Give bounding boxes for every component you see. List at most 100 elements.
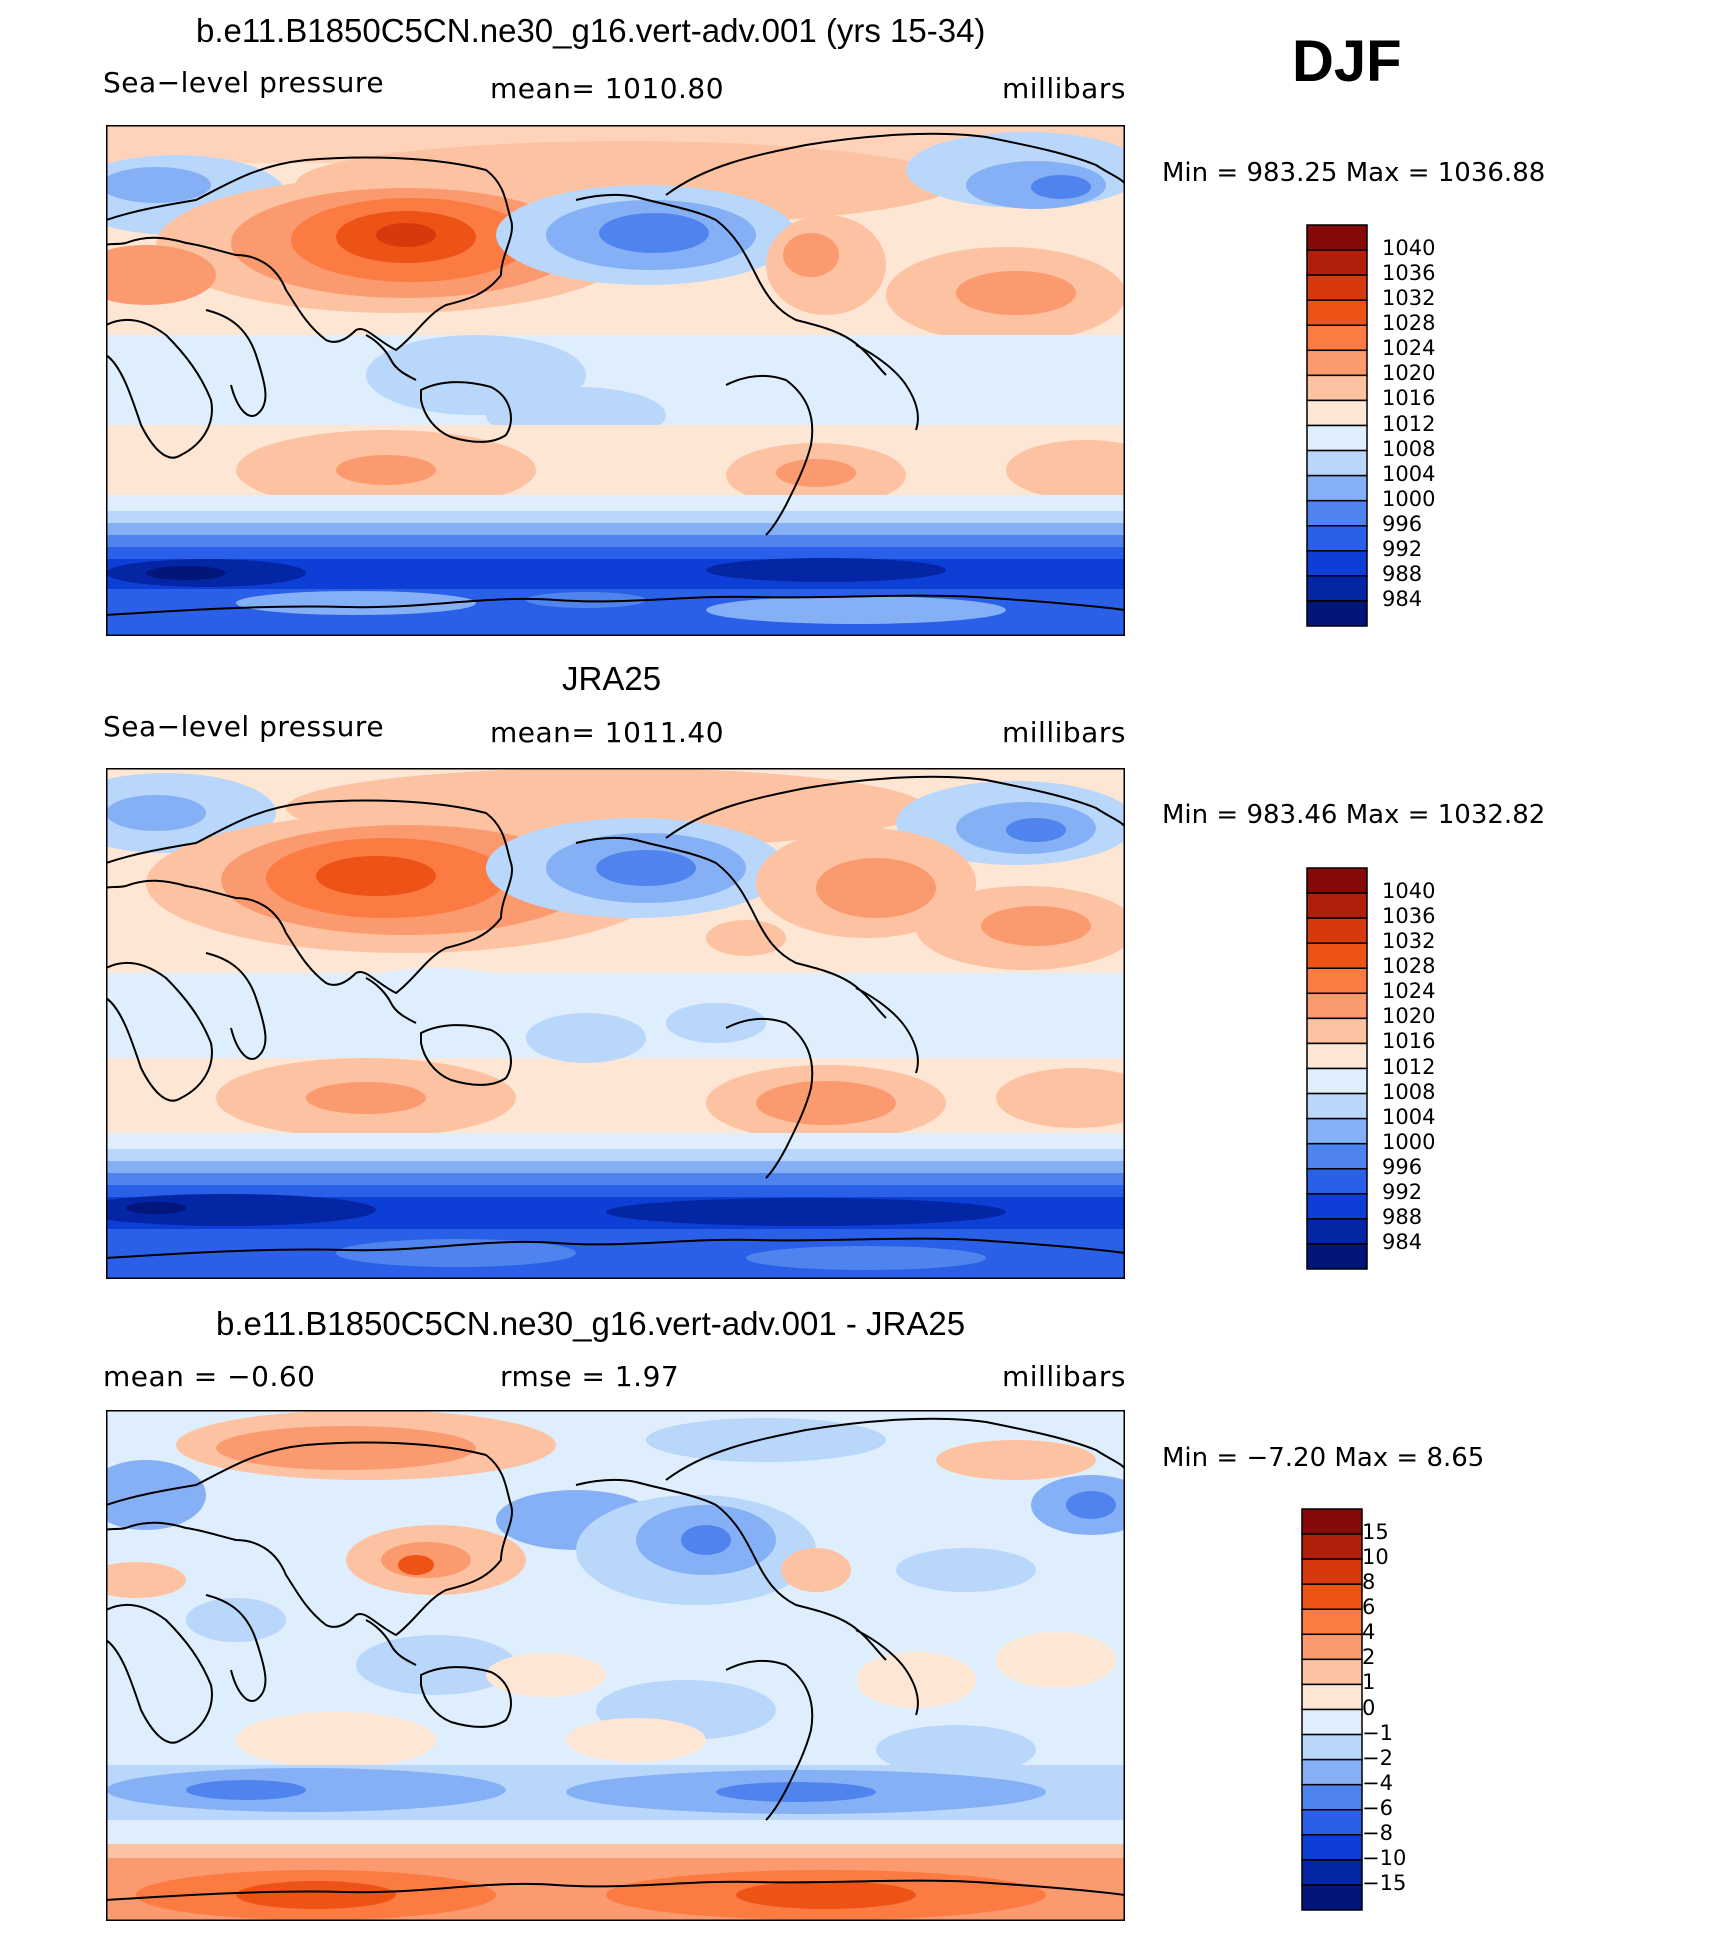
colorbar-swatch: [1306, 867, 1368, 894]
colorbar-tick-label: 1028: [1382, 311, 1436, 336]
colorbar-tick-label: 984: [1382, 586, 1423, 611]
colorbar-swatch: [1306, 550, 1368, 577]
colorbar-swatch: [1301, 1859, 1363, 1886]
colorbar-swatch: [1306, 600, 1368, 627]
map-frame: [106, 125, 1125, 636]
colorbar-tick-label: 10: [1362, 1545, 1389, 1570]
coastlines: [106, 775, 1125, 1259]
colorbar-tick-label: 1036: [1382, 904, 1436, 929]
colorbar-swatch: [1301, 1508, 1363, 1535]
colorbar-swatch: [1301, 1583, 1363, 1610]
coastlines: [106, 1417, 1125, 1901]
colorbar-tick-label: 8: [1362, 1570, 1376, 1595]
colorbar-tick-label: 1016: [1382, 386, 1436, 411]
colorbar-swatch: [1306, 449, 1368, 477]
colorbar-swatch: [1306, 224, 1368, 251]
colorbar-swatch: [1306, 1142, 1368, 1170]
colorbar-tick-label: 1032: [1382, 286, 1436, 311]
colorbar-swatch: [1306, 1243, 1368, 1270]
min-max-label: Min = −7.20 Max = 8.65: [1162, 1443, 1485, 1473]
colorbar-tick-label: 1020: [1382, 361, 1436, 386]
colorbar-tick-label: 988: [1382, 561, 1423, 586]
colorbar-swatch: [1306, 1092, 1368, 1120]
colorbar-tick-label: 984: [1382, 1229, 1423, 1254]
colorbar-tick-label: 1000: [1382, 486, 1436, 511]
field-label: Sea−level pressure: [103, 710, 385, 743]
season-label: DJF: [1292, 29, 1402, 94]
colorbar-swatch: [1306, 374, 1368, 402]
colorbar-tick-label: 1008: [1382, 436, 1436, 461]
colorbar-swatch: [1306, 1067, 1368, 1095]
colorbar-tick-label: −10: [1362, 1845, 1407, 1870]
colorbar-tick-label: 1040: [1382, 879, 1436, 904]
colorbar-tick-label: 1016: [1382, 1029, 1436, 1054]
colorbar-swatch: [1306, 1168, 1368, 1195]
colorbar-swatch: [1306, 1017, 1368, 1045]
colorbar-swatch: [1301, 1558, 1363, 1585]
mean-label: mean= 1011.40: [490, 716, 725, 749]
min-max-label: Min = 983.46 Max = 1032.82: [1162, 800, 1546, 830]
difference-contour-fill: [106, 1410, 1125, 1921]
colorbar-tick-label: 1012: [1382, 411, 1436, 436]
panel-title: b.e11.B1850C5CN.ne30_g16.vert-adv.001 - …: [216, 1305, 966, 1342]
colorbar-swatch: [1306, 1042, 1368, 1070]
units-label: millibars: [1002, 72, 1126, 105]
colorbar-swatch: [1306, 399, 1368, 427]
mean-label: mean = −0.60: [103, 1360, 316, 1393]
colorbar-tick-label: 992: [1382, 536, 1423, 561]
colorbar-swatch: [1306, 992, 1368, 1020]
colorbar-tick-label: 1: [1362, 1670, 1376, 1695]
colorbar-swatch: [1301, 1809, 1363, 1836]
colorbar-swatch: [1306, 499, 1368, 527]
colorbar-swatch: [1306, 249, 1368, 276]
sea-level-pressure-map: [106, 125, 1125, 636]
colorbar-tick-label: −4: [1362, 1770, 1393, 1795]
colorbar-swatch: [1306, 525, 1368, 552]
colorbar-swatch: [1301, 1608, 1363, 1636]
sea-level-pressure-map: [106, 768, 1125, 1279]
colorbar-tick-label: 1004: [1382, 1104, 1436, 1129]
colorbar-swatch: [1306, 967, 1368, 995]
pressure-contour-fill: [106, 125, 1125, 636]
colorbar-swatch: [1306, 942, 1368, 969]
colorbar-tick-label: 996: [1382, 511, 1423, 536]
colorbar-swatch: [1306, 424, 1368, 452]
colorbar-tick-label: −8: [1362, 1820, 1393, 1845]
colorbar: [1306, 867, 1368, 1270]
colorbar-swatch: [1306, 892, 1368, 919]
colorbar-tick-label: 15: [1362, 1520, 1389, 1545]
colorbar-swatch: [1301, 1834, 1363, 1861]
colorbar-swatch: [1301, 1733, 1363, 1761]
colorbar-tick-label: −1: [1362, 1720, 1393, 1745]
colorbar-tick-label: 992: [1382, 1179, 1423, 1204]
colorbar-swatch: [1306, 1218, 1368, 1245]
colorbar-tick-label: −6: [1362, 1795, 1393, 1820]
colorbar-tick-label: 1024: [1382, 979, 1436, 1004]
colorbar-tick-label: 1024: [1382, 336, 1436, 361]
colorbar-swatch: [1301, 1884, 1363, 1911]
colorbar-tick-label: 996: [1382, 1154, 1423, 1179]
colorbar-swatch: [1306, 575, 1368, 602]
colorbar-swatch: [1306, 474, 1368, 502]
colorbar-tick-label: −2: [1362, 1745, 1393, 1770]
colorbar-tick-label: 1008: [1382, 1079, 1436, 1104]
colorbar-tick-label: 1012: [1382, 1054, 1436, 1079]
field-label: Sea−level pressure: [103, 66, 385, 99]
map-frame: [106, 1410, 1125, 1921]
colorbar-swatch: [1306, 299, 1368, 326]
colorbar-tick-label: 4: [1362, 1620, 1376, 1645]
colorbar-swatch: [1301, 1533, 1363, 1560]
min-max-label: Min = 983.25 Max = 1036.88: [1162, 158, 1546, 188]
colorbar-swatch: [1306, 1193, 1368, 1220]
colorbar-swatch: [1301, 1783, 1363, 1811]
map-frame: [106, 768, 1125, 1279]
colorbar-tick-label: 1020: [1382, 1004, 1436, 1029]
colorbar-tick-label: 1032: [1382, 929, 1436, 954]
panel-title: b.e11.B1850C5CN.ne30_g16.vert-adv.001 (y…: [196, 12, 986, 49]
colorbar-swatch: [1306, 349, 1368, 377]
rmse-label: rmse = 1.97: [500, 1360, 680, 1393]
pressure-contour-fill: [106, 768, 1125, 1279]
colorbar-swatch: [1301, 1633, 1363, 1661]
colorbar-swatch: [1301, 1708, 1363, 1736]
difference-map: [106, 1410, 1125, 1921]
